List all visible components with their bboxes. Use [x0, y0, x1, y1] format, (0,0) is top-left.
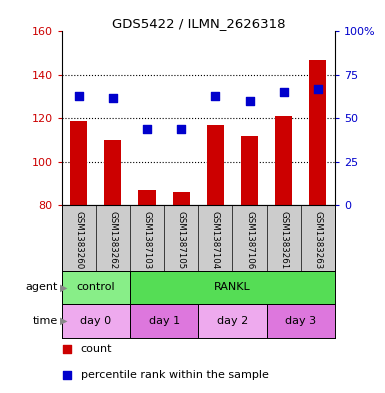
- Bar: [62, 270, 130, 304]
- Text: day 2: day 2: [217, 316, 248, 326]
- Text: RANKL: RANKL: [214, 282, 251, 292]
- Point: [75, 93, 82, 99]
- Text: control: control: [77, 282, 115, 292]
- Bar: [266, 304, 335, 338]
- Text: GSM1387104: GSM1387104: [211, 211, 220, 269]
- Text: GSM1387106: GSM1387106: [245, 211, 254, 269]
- Bar: [62, 304, 130, 338]
- Point: [64, 346, 70, 352]
- Bar: [309, 60, 326, 205]
- Bar: [198, 304, 266, 338]
- Text: count: count: [81, 344, 112, 354]
- Text: GSM1383262: GSM1383262: [108, 211, 117, 269]
- Point: [64, 371, 70, 378]
- Point: [315, 86, 321, 92]
- Point: [144, 126, 150, 132]
- Text: GSM1383263: GSM1383263: [313, 211, 322, 269]
- Text: percentile rank within the sample: percentile rank within the sample: [81, 370, 269, 380]
- Text: day 3: day 3: [285, 316, 316, 326]
- Bar: [139, 190, 156, 205]
- Text: day 1: day 1: [149, 316, 180, 326]
- Text: day 0: day 0: [80, 316, 111, 326]
- Point: [178, 126, 184, 132]
- Text: agent: agent: [25, 282, 58, 292]
- Point: [246, 98, 253, 104]
- Text: ▶: ▶: [60, 282, 67, 292]
- Bar: [241, 136, 258, 205]
- Title: GDS5422 / ILMN_2626318: GDS5422 / ILMN_2626318: [112, 17, 285, 30]
- Point: [212, 93, 218, 99]
- Bar: [130, 270, 335, 304]
- Point: [281, 89, 287, 95]
- Text: GSM1383260: GSM1383260: [74, 211, 83, 269]
- Bar: [172, 192, 190, 205]
- Text: GSM1387103: GSM1387103: [142, 211, 152, 269]
- Point: [110, 94, 116, 101]
- Bar: [130, 304, 198, 338]
- Text: GSM1383261: GSM1383261: [279, 211, 288, 269]
- Bar: [104, 140, 121, 205]
- Bar: [275, 116, 292, 205]
- Bar: [207, 125, 224, 205]
- Text: GSM1387105: GSM1387105: [177, 211, 186, 269]
- Text: ▶: ▶: [60, 316, 67, 326]
- Bar: [70, 121, 87, 205]
- Text: time: time: [32, 316, 58, 326]
